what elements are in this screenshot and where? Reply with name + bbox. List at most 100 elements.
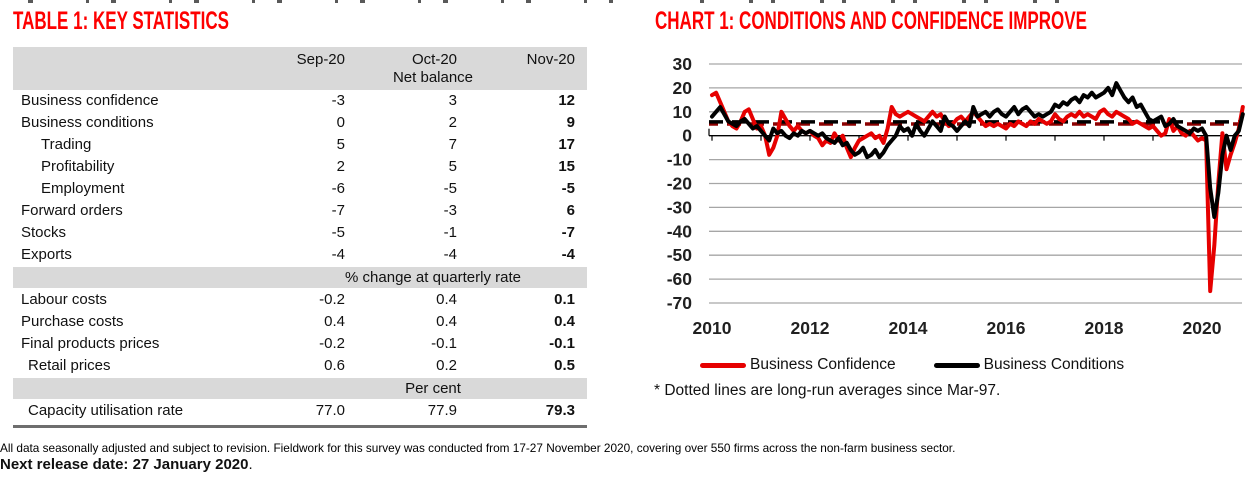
- row-label: Employment: [41, 180, 125, 197]
- row-value: -5: [561, 180, 575, 197]
- table-section-header: % change at quarterly rate: [13, 267, 587, 288]
- key-statistics-table: Sep-20 Oct-20 Nov-20 Net balance Busines…: [13, 47, 587, 428]
- row-value: 0: [336, 114, 345, 131]
- svg-text:30: 30: [673, 54, 693, 74]
- row-value: 15: [558, 158, 575, 175]
- row-label: Capacity utilisation rate: [28, 402, 184, 419]
- next-release-text: Next release date: 27 January 2020: [0, 456, 249, 473]
- svg-text:-60: -60: [667, 269, 693, 289]
- table-row: Retail prices 0.6 0.2 0.5: [13, 355, 587, 377]
- row-value: 79.3: [545, 402, 575, 419]
- column-header-sep20: Sep-20: [296, 51, 345, 68]
- legend-label-confidence: Business Confidence: [750, 356, 896, 373]
- row-value: -0.1: [431, 335, 457, 352]
- row-value: -4: [443, 246, 457, 263]
- row-value: -5: [331, 224, 345, 241]
- table-row: Business conditions 0 2 9: [13, 112, 587, 134]
- row-value: -0.1: [549, 335, 575, 352]
- svg-text:-20: -20: [667, 174, 693, 194]
- table-row: Final products prices -0.2 -0.1 -0.1: [13, 333, 587, 355]
- table-title: TABLE 1: KEY STATISTICS: [13, 7, 229, 35]
- row-value: 77.9: [427, 402, 457, 419]
- row-value: -7: [561, 224, 575, 241]
- row-value: 12: [558, 92, 575, 109]
- row-value: 2: [336, 158, 345, 175]
- table-row: Purchase costs 0.4 0.4 0.4: [13, 311, 587, 333]
- row-label: Business confidence: [21, 92, 159, 109]
- svg-text:-30: -30: [667, 197, 693, 217]
- row-label: Stocks: [21, 224, 67, 241]
- table-section-label: Per cent: [405, 379, 461, 397]
- row-value: 0.4: [324, 313, 345, 330]
- row-label: Trading: [41, 136, 92, 153]
- svg-text:-50: -50: [667, 245, 693, 265]
- row-value: 0.4: [436, 313, 457, 330]
- row-label: Purchase costs: [21, 313, 124, 330]
- table-section-label: % change at quarterly rate: [345, 268, 521, 286]
- svg-text:-70: -70: [667, 293, 693, 313]
- table-row: Trading 5 7 17: [13, 134, 587, 156]
- svg-text:0: 0: [682, 126, 692, 146]
- table-row: Profitability 2 5 15: [13, 156, 587, 178]
- table-row: Employment -6 -5 -5: [13, 178, 587, 200]
- svg-text:20: 20: [673, 78, 693, 98]
- row-value: 17: [558, 136, 575, 153]
- row-label: Business conditions: [21, 114, 154, 131]
- row-label: Profitability: [41, 158, 115, 175]
- row-value: -4: [331, 246, 345, 263]
- row-value: -0.2: [319, 291, 345, 308]
- svg-text:2016: 2016: [987, 318, 1026, 338]
- row-value: 0.1: [554, 291, 575, 308]
- column-header-oct20: Oct-20: [411, 51, 457, 68]
- table-row: Stocks -5 -1 -7: [13, 222, 587, 244]
- row-value: 0.2: [436, 357, 457, 374]
- chart-legend: Business Confidence Business Conditions: [700, 356, 1124, 374]
- row-value: -3: [331, 92, 345, 109]
- svg-text:-40: -40: [667, 221, 693, 241]
- svg-text:2020: 2020: [1183, 318, 1222, 338]
- row-value: 3: [448, 92, 457, 109]
- row-value: 9: [566, 114, 575, 131]
- table-header: Sep-20 Oct-20 Nov-20 Net balance: [13, 47, 587, 90]
- table-row: Exports -4 -4 -4: [13, 244, 587, 266]
- next-release-period: .: [248, 456, 253, 473]
- row-value: -0.2: [319, 335, 345, 352]
- legend-label-conditions: Business Conditions: [983, 356, 1125, 373]
- svg-text:2014: 2014: [889, 318, 928, 338]
- row-value: -7: [331, 202, 345, 219]
- row-label: Labour costs: [21, 291, 107, 308]
- chart-title: CHART 1: CONDITIONS AND CONFIDENCE IMPRO…: [655, 7, 1087, 35]
- chart-footnote: * Dotted lines are long-run averages sin…: [654, 382, 1001, 399]
- svg-text:2010: 2010: [693, 318, 732, 338]
- row-label: Forward orders: [21, 202, 123, 219]
- row-value: 0.4: [554, 313, 575, 330]
- row-value: 0.5: [554, 357, 575, 374]
- table-row: Business confidence -3 3 12: [13, 90, 587, 112]
- row-value: 6: [566, 202, 575, 219]
- row-label: Exports: [21, 246, 72, 263]
- table-row: Labour costs -0.2 0.4 0.1: [13, 289, 587, 311]
- row-value: -4: [561, 246, 575, 263]
- row-value: 0.4: [436, 291, 457, 308]
- row-value: 77.0: [315, 402, 345, 419]
- svg-text:2018: 2018: [1085, 318, 1124, 338]
- row-value: -6: [331, 180, 345, 197]
- row-value: -5: [443, 180, 457, 197]
- conditions-line-swatch: [933, 362, 980, 368]
- row-value: 0.6: [324, 357, 345, 374]
- table-row: Forward orders -7 -3 6: [13, 200, 587, 222]
- column-header-nov20: Nov-20: [526, 51, 575, 68]
- row-value: 7: [448, 136, 457, 153]
- row-value: 5: [336, 136, 345, 153]
- table-header-subtitle: Net balance: [392, 69, 474, 86]
- table-section-header: Per cent: [13, 378, 587, 399]
- clipped-text-fragment-right: [700, 0, 1100, 3]
- table-row: Capacity utilisation rate 77.0 77.9 79.3: [13, 400, 587, 422]
- row-label: Final products prices: [21, 335, 160, 352]
- svg-text:2012: 2012: [791, 318, 830, 338]
- row-value: -3: [443, 202, 457, 219]
- row-value: 5: [448, 158, 457, 175]
- row-value: 2: [448, 114, 457, 131]
- row-label: Retail prices: [28, 357, 111, 374]
